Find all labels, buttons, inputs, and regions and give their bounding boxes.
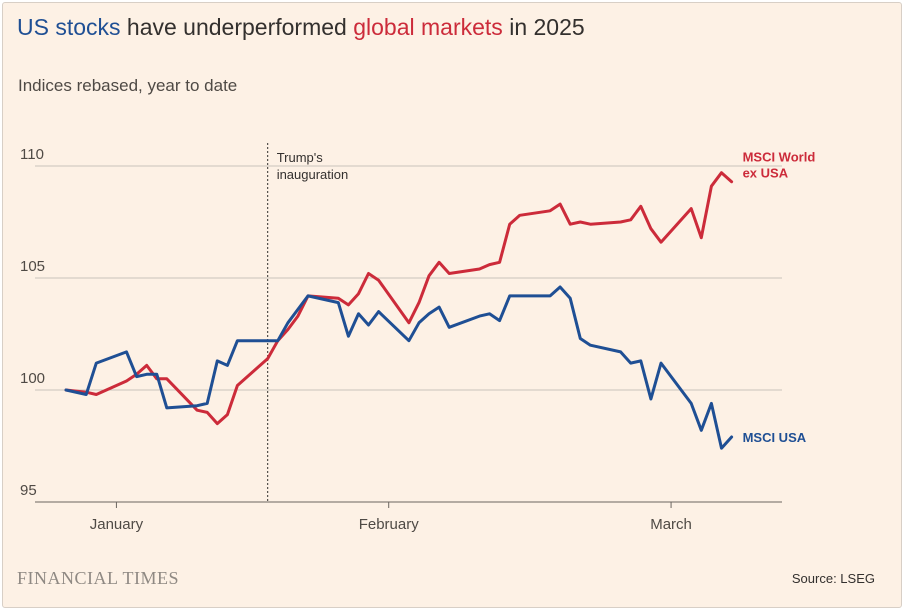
title-us-stocks: US stocks: [17, 14, 121, 40]
annotation-text-0: Trump's: [277, 150, 324, 165]
title-middle: have underperformed: [120, 14, 354, 40]
series-line-msci-world-ex-usa: [64, 171, 734, 426]
series-label-msci-world-ex-usa-1: ex USA: [743, 166, 789, 181]
annotation-text-1: inauguration: [277, 167, 349, 182]
ft-logo-text: FINANCIAL TIMES: [17, 568, 180, 588]
series-label-msci-world-ex-usa-0: MSCI World: [743, 150, 816, 165]
source-note: Source: LSEG: [791, 571, 875, 586]
x-tick-label-january: January: [90, 516, 144, 533]
x-tick-label-march: March: [650, 516, 692, 533]
y-tick-label-105: 105: [20, 258, 45, 275]
x-tick-label-february: February: [359, 516, 420, 533]
title-global-markets: global markets: [353, 14, 503, 40]
y-tick-label-110: 110: [20, 146, 44, 163]
series-line-msci-usa: [64, 285, 734, 450]
chart-title: US stocks have underperformed global mar…: [17, 14, 585, 41]
series-label-msci-usa-0: MSCI USA: [743, 430, 807, 445]
title-end: in 2025: [502, 14, 585, 40]
y-tick-label-100: 100: [20, 370, 45, 387]
chart-subtitle: Indices rebased, year to date: [18, 76, 238, 95]
y-tick-label-95: 95: [20, 482, 37, 499]
